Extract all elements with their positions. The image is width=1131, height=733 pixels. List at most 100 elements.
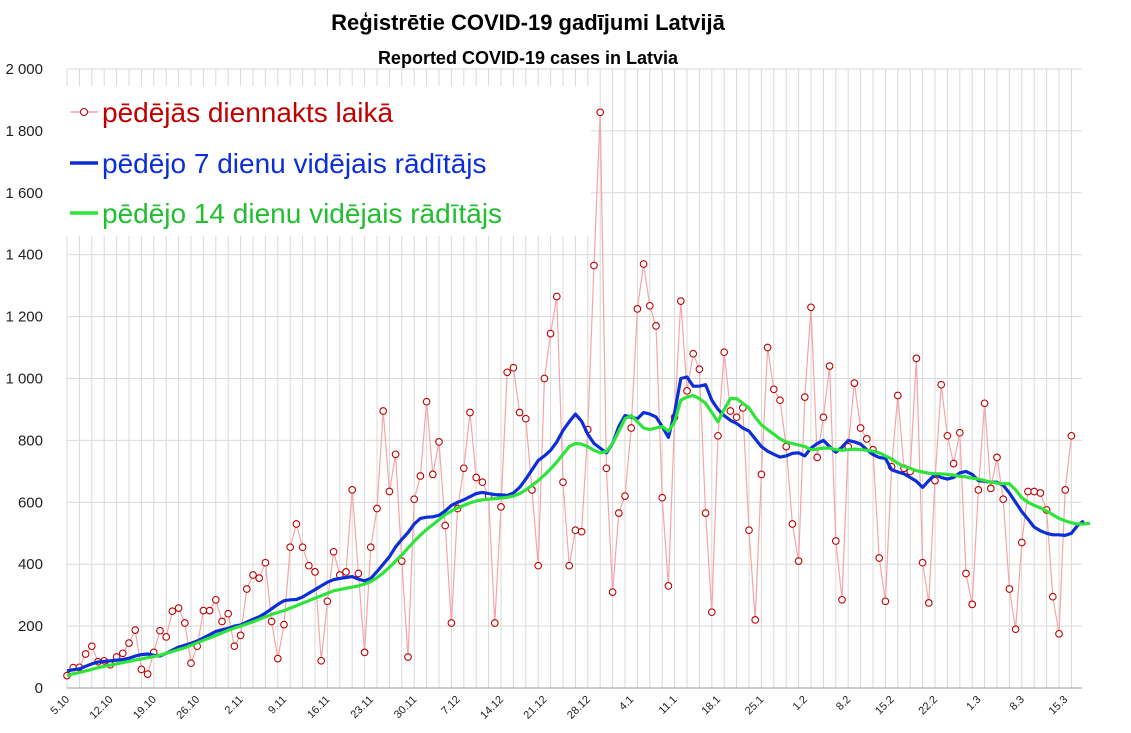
data-point-daily xyxy=(652,322,660,330)
data-point-daily xyxy=(676,297,685,305)
data-point-daily xyxy=(1017,538,1026,547)
chart-subtitle: Reported COVID-19 cases in Latvia xyxy=(378,48,679,68)
data-point-daily xyxy=(658,493,667,502)
data-point-daily xyxy=(428,470,437,479)
data-point-daily xyxy=(825,362,834,370)
x-tick-label: 25.1 xyxy=(743,694,767,718)
y-tick-label: 800 xyxy=(18,432,43,449)
data-point-daily xyxy=(125,639,133,647)
data-point-daily xyxy=(255,574,264,582)
data-point-daily xyxy=(974,486,983,494)
data-point-daily xyxy=(800,393,809,401)
x-tick-label: 4.1 xyxy=(617,694,636,713)
data-point-daily xyxy=(143,670,152,678)
x-tick-label: 1.3 xyxy=(964,694,983,713)
data-point-daily xyxy=(360,648,369,657)
data-point-daily xyxy=(559,478,567,487)
x-tick-label: 30.11 xyxy=(392,694,419,721)
data-point-daily xyxy=(466,408,474,417)
y-tick-label: 400 xyxy=(18,556,43,573)
data-point-daily xyxy=(211,595,220,604)
data-point-daily xyxy=(838,595,846,604)
data-point-daily xyxy=(732,413,741,422)
series-layer xyxy=(63,108,1091,680)
legend-label-7day: pēdējo 7 dienu vidējais rādītājs xyxy=(102,148,486,179)
data-point-daily xyxy=(596,108,605,117)
legend-marker-daily xyxy=(79,107,89,117)
data-point-daily xyxy=(751,616,760,624)
y-tick-label: 0 xyxy=(35,680,43,697)
data-point-daily xyxy=(459,464,468,473)
x-tick-label: 8.2 xyxy=(834,694,853,713)
data-point-daily xyxy=(720,348,729,357)
data-point-daily xyxy=(881,597,890,606)
data-point-daily xyxy=(962,569,970,578)
data-point-daily xyxy=(118,649,127,658)
data-point-daily xyxy=(633,305,642,313)
x-tick-label: 23.11 xyxy=(349,694,376,721)
y-tick-label: 200 xyxy=(18,618,43,635)
data-point-daily xyxy=(745,526,753,535)
x-tick-label: 16.11 xyxy=(305,694,332,721)
data-point-daily xyxy=(986,484,995,493)
data-point-daily xyxy=(509,363,518,372)
data-point-daily xyxy=(726,407,735,415)
data-point-daily xyxy=(980,399,989,408)
data-point-daily xyxy=(280,620,288,629)
data-point-daily xyxy=(788,520,797,528)
data-point-daily xyxy=(893,391,902,400)
data-point-daily xyxy=(373,504,381,513)
data-point-daily xyxy=(862,435,871,443)
data-point-daily xyxy=(918,558,927,567)
data-point-daily xyxy=(187,659,195,668)
data-point-daily xyxy=(794,557,803,565)
data-point-daily xyxy=(707,608,716,617)
data-point-daily xyxy=(162,633,171,641)
data-point-daily xyxy=(87,642,96,651)
x-tick-label: 22.2 xyxy=(916,694,940,718)
chart-title: Reģistrētie COVID-19 gadījumi Latvijā xyxy=(331,10,725,35)
y-axis-ticks: 0 200 400 600 800 1 000 1 200 1 400 1 600 1 800 2 … xyxy=(5,61,43,697)
data-point-daily xyxy=(1061,486,1070,494)
data-point-daily xyxy=(385,487,394,496)
y-tick-label: 600 xyxy=(18,494,43,511)
data-point-daily xyxy=(422,397,431,406)
legend: pēdējās diennakts laikā pēdējo 7 dienu vi… xyxy=(66,86,591,236)
data-point-daily xyxy=(546,329,555,338)
data-point-daily xyxy=(757,470,766,479)
data-point-daily xyxy=(701,509,710,517)
series-daily-markers xyxy=(63,108,1076,680)
data-point-daily xyxy=(137,665,146,674)
data-point-daily xyxy=(317,656,326,665)
data-point-daily xyxy=(912,354,921,363)
data-point-daily xyxy=(689,349,698,358)
data-point-daily xyxy=(249,571,257,579)
data-point-daily xyxy=(329,547,338,556)
data-point-daily xyxy=(695,365,704,374)
data-point-daily xyxy=(180,619,189,627)
data-point-daily xyxy=(769,385,778,394)
data-point-daily xyxy=(261,558,270,567)
data-point-daily xyxy=(943,431,952,440)
data-point-daily xyxy=(1055,629,1063,638)
x-tick-label: 18.1 xyxy=(699,694,723,718)
data-point-daily xyxy=(298,543,307,552)
x-tick-label: 28.12 xyxy=(565,694,593,722)
data-point-daily xyxy=(776,396,784,405)
x-tick-label: 7.12 xyxy=(439,694,463,718)
data-point-daily xyxy=(819,413,828,422)
y-tick-label: 2 000 xyxy=(5,61,43,78)
x-axis-ticks: 5.10 12.10 19.10 26.10 2.11 9.11 16.11 23.11 30.… xyxy=(48,694,1070,722)
y-tick-label: 1 200 xyxy=(5,309,43,326)
data-point-daily xyxy=(782,442,791,451)
data-point-daily xyxy=(993,453,1001,462)
data-point-daily xyxy=(447,619,456,627)
data-point-daily xyxy=(534,561,543,570)
data-point-daily xyxy=(968,600,977,609)
data-point-daily xyxy=(174,604,183,612)
data-point-daily xyxy=(850,379,859,387)
data-point-daily xyxy=(441,521,450,530)
data-point-daily xyxy=(236,631,245,640)
